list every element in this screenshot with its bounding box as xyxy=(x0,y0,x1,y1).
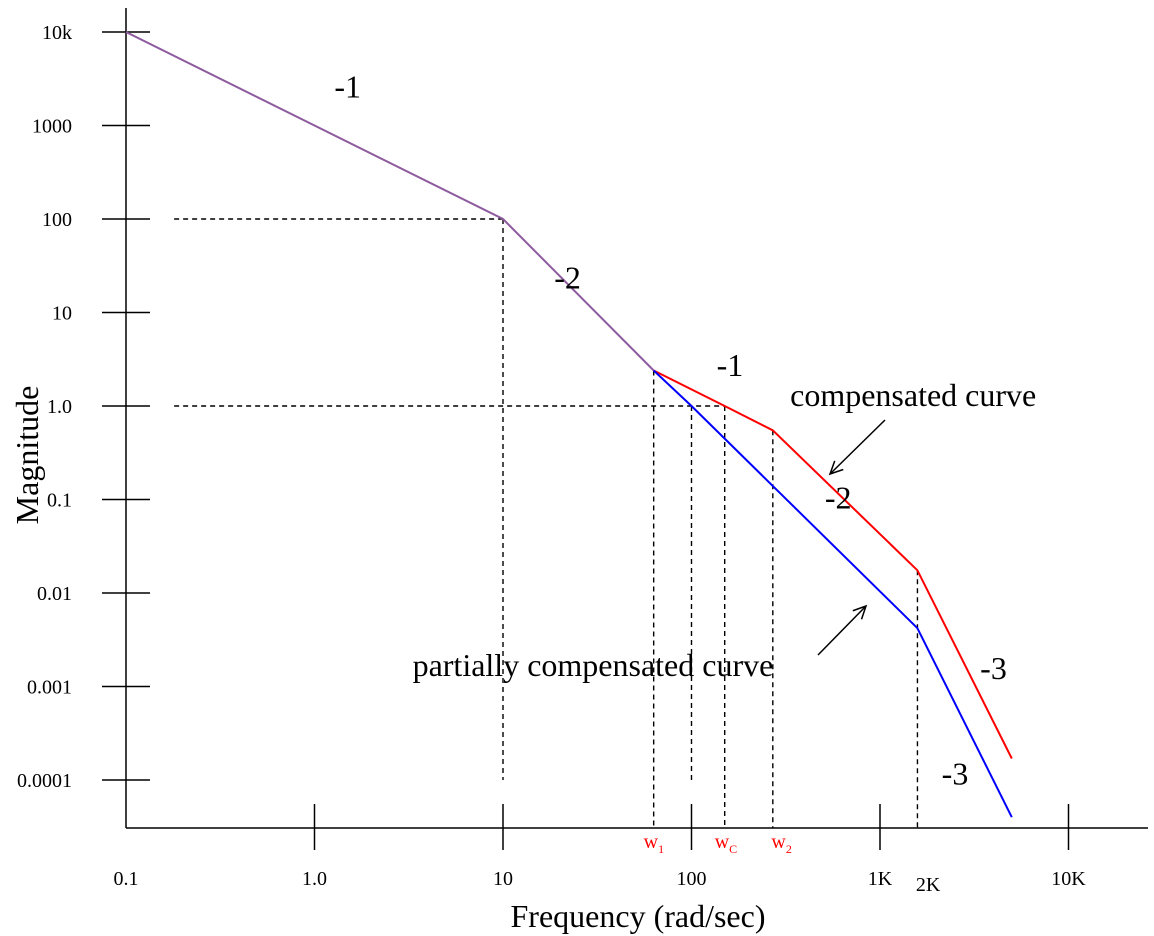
x-axis-title: Frequency (rad/sec) xyxy=(511,898,766,934)
annotation-0: compensated curve xyxy=(790,377,1036,413)
y-tick-label-4: 1.0 xyxy=(47,396,72,418)
arrow-shaft-0 xyxy=(829,419,886,475)
y-tick-label-0: 10k xyxy=(42,22,72,44)
freq-marker-0: w1 xyxy=(644,831,664,856)
y-tick-label-6: 0.01 xyxy=(37,583,72,605)
y-tick-label-3: 10 xyxy=(52,303,72,325)
arrow-head-0 xyxy=(828,460,844,476)
freq-marker-2: w2 xyxy=(771,831,791,856)
x-tick-label-4: 1K xyxy=(868,868,893,890)
y-tick-label-7: 0.001 xyxy=(27,677,72,699)
slope-label-4: -3 xyxy=(980,650,1007,686)
slope-label-2: -1 xyxy=(717,347,744,383)
x-tick-label-0: 0.1 xyxy=(114,868,139,890)
arrow-head-1 xyxy=(852,604,868,620)
y-tick-label-5: 0.1 xyxy=(47,490,72,512)
slope-label-5: -3 xyxy=(942,755,969,791)
slope-label-1: -2 xyxy=(554,260,581,296)
freq-marker-1: wC xyxy=(715,831,737,856)
x-tick-label-3: 100 xyxy=(677,868,707,890)
annotation-2: 2K xyxy=(916,874,941,896)
x-tick-label-1: 1.0 xyxy=(302,868,327,890)
slope-label-0: -1 xyxy=(334,68,361,104)
y-axis-title: Magnitude xyxy=(9,386,45,525)
annotation-1: partially compensated curve xyxy=(413,647,774,683)
x-tick-label-2: 10 xyxy=(493,868,513,890)
series-line-1 xyxy=(653,369,1013,759)
x-tick-label-5: 10K xyxy=(1051,868,1086,890)
y-tick-label-1: 1000 xyxy=(32,116,72,138)
arrow-shaft-1 xyxy=(817,605,867,656)
y-tick-label-8: 0.0001 xyxy=(17,770,72,792)
y-tick-label-2: 100 xyxy=(42,209,72,231)
series-line-0 xyxy=(125,31,655,372)
series-line-2 xyxy=(653,369,1013,818)
slope-label-3: -2 xyxy=(825,480,852,516)
